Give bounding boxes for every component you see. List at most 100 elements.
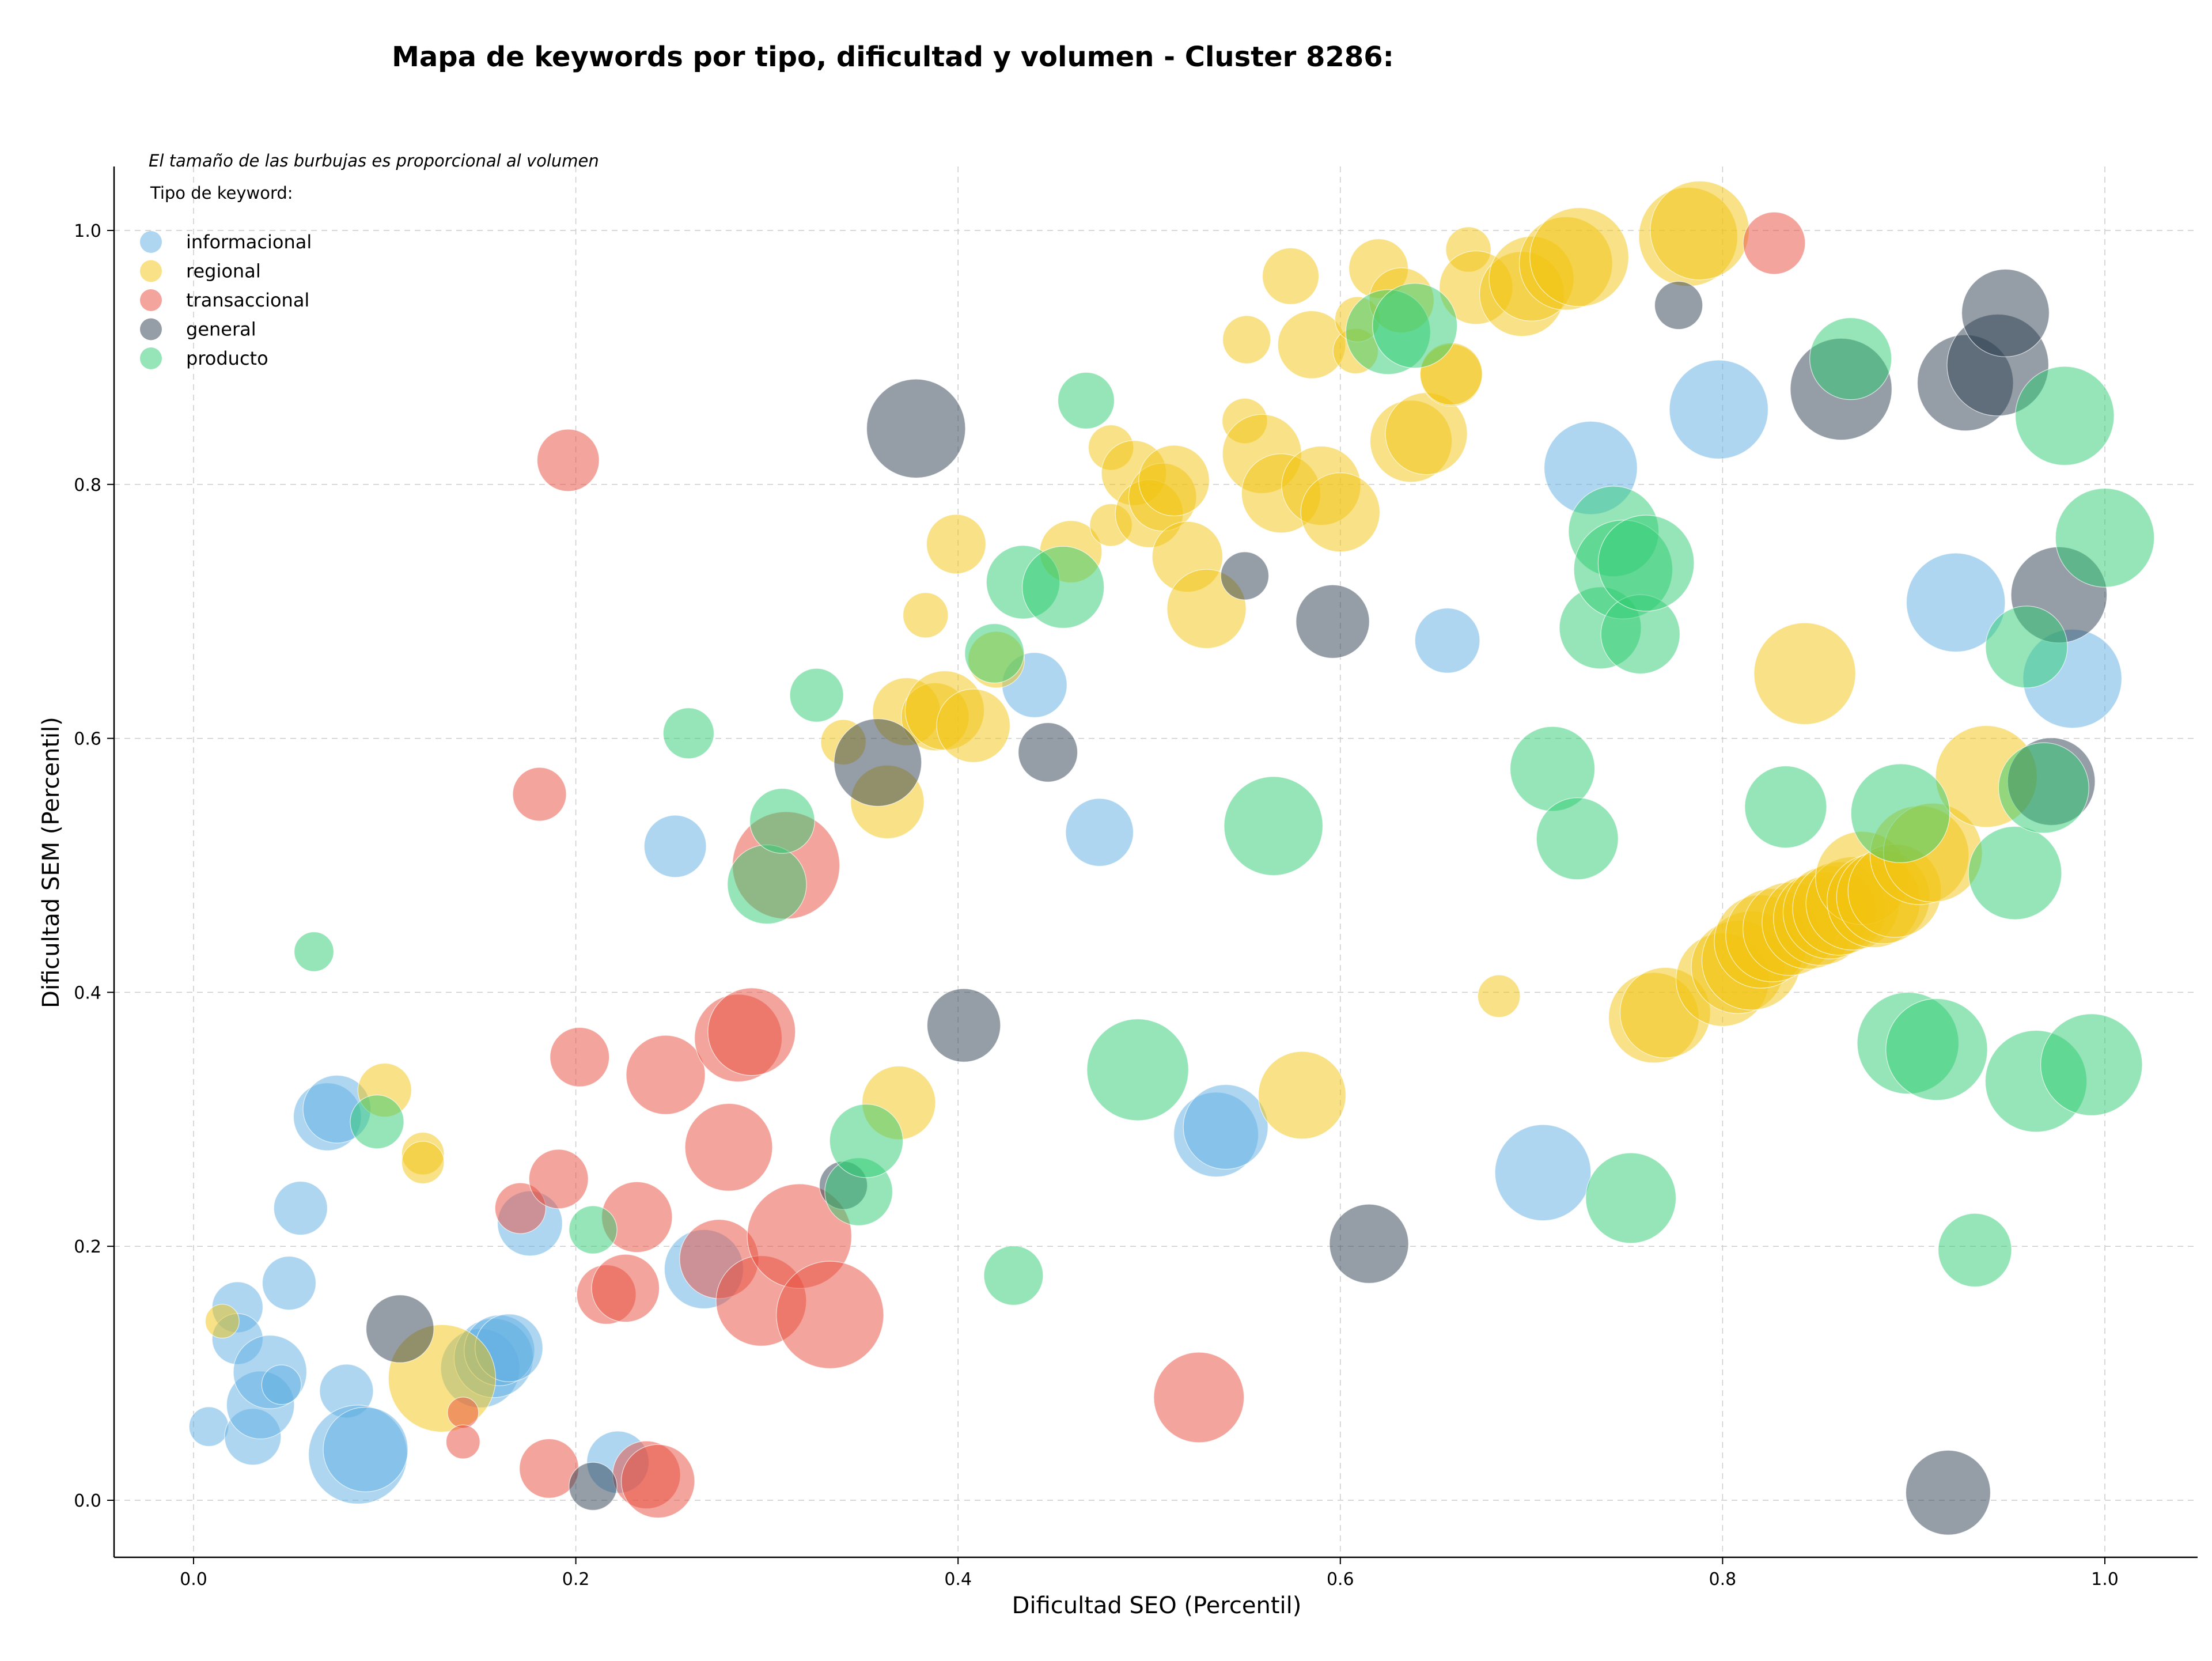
bubble-regional	[902, 592, 949, 638]
legend-marker	[140, 289, 162, 311]
bubble-producto	[1224, 776, 1324, 876]
x-tick-label: 0.0	[180, 1569, 207, 1590]
x-axis-ticks: 0.0 0.2 0.4 0.6 0.8 1.0	[180, 1557, 2119, 1590]
legend-item-transaccional: transaccional	[140, 289, 309, 311]
bubble-transaccional	[1743, 211, 1806, 275]
bubble-regional	[926, 514, 986, 574]
x-tick-label: 0.2	[562, 1569, 590, 1590]
y-axis-ticks: 0.0 0.2 0.4 0.6 0.8 1.0	[74, 221, 114, 1511]
bubble-producto	[1968, 826, 2062, 920]
bubble-regional	[1138, 445, 1210, 517]
bubble-producto	[1998, 742, 2089, 834]
bubble-informacional	[1494, 1124, 1592, 1221]
y-tick-label: 0.4	[74, 983, 101, 1003]
bubble-producto	[2014, 366, 2115, 466]
bubble-transaccional	[512, 767, 567, 822]
bubble-transaccional	[447, 1397, 479, 1429]
x-tick-label: 0.6	[1327, 1569, 1354, 1590]
bubble-producto	[2055, 488, 2155, 588]
bubble-regional	[1477, 974, 1521, 1018]
bubble-producto	[1585, 1152, 1677, 1244]
bubble-regional	[1753, 622, 1856, 725]
bubble-producto	[1086, 1019, 1189, 1121]
bubble-transaccional	[620, 1444, 695, 1519]
bubble-general	[834, 718, 922, 807]
bubble-informacional	[261, 1364, 302, 1405]
bubble-producto	[1809, 317, 1892, 400]
legend-item-general: general	[140, 318, 256, 340]
bubble-general	[1329, 1204, 1409, 1284]
bubble-producto	[1985, 606, 2068, 688]
bubble-transaccional	[776, 1261, 884, 1369]
bubble-informacional	[1906, 553, 2006, 653]
bubble-transaccional	[494, 1182, 547, 1234]
bubble-regional	[204, 1304, 240, 1339]
x-tick-label: 0.4	[944, 1569, 972, 1590]
legend-marker	[140, 231, 162, 253]
bubble-producto	[350, 1095, 404, 1149]
bubble-transaccional	[1153, 1352, 1245, 1443]
bubble-informacional	[262, 1255, 317, 1311]
bubble-general	[926, 988, 1001, 1063]
legend: informacional regional transaccional genera…	[140, 231, 312, 369]
bubble-producto	[789, 668, 844, 722]
x-axis-label: Dificultad SEO (Percentil)	[1012, 1592, 1302, 1619]
bubble-transaccional	[528, 1149, 589, 1209]
legend-label: informacional	[186, 231, 312, 253]
bubble-producto	[727, 844, 807, 925]
bubble-general	[365, 1295, 434, 1363]
bubble-informacional	[188, 1406, 229, 1447]
bubble-transaccional	[550, 1027, 610, 1087]
bubble-producto	[829, 1103, 904, 1178]
bubble-regional	[1257, 1051, 1346, 1140]
bubble-general	[866, 379, 966, 479]
y-tick-label: 0.0	[74, 1491, 101, 1511]
bubble-informacional	[1065, 798, 1134, 867]
bubble-layer	[188, 180, 2155, 1535]
y-axis-label: Dificultad SEM (Percentil)	[38, 717, 65, 1008]
bubble-regional	[936, 688, 1011, 763]
bubble-transaccional	[445, 1424, 480, 1459]
bubble-general	[1220, 551, 1270, 600]
legend-marker	[140, 260, 162, 282]
y-tick-label: 0.6	[74, 729, 101, 750]
y-tick-label: 0.2	[74, 1237, 101, 1257]
bubble-regional	[401, 1141, 445, 1185]
bubble-informacional	[1669, 360, 1769, 460]
bubble-regional	[1529, 207, 1629, 307]
x-tick-label: 0.8	[1709, 1569, 1737, 1590]
volume-note: El tamaño de las burbujas es proporciona…	[149, 151, 599, 171]
bubble-transaccional	[707, 987, 796, 1076]
bubble-general	[1018, 722, 1078, 782]
bubble-producto	[1885, 998, 1988, 1101]
bubble-transaccional	[591, 1254, 660, 1323]
y-tick-label: 1.0	[74, 221, 101, 241]
y-tick-label: 0.8	[74, 475, 101, 495]
legend-item-regional: regional	[140, 260, 261, 282]
bubble-producto	[1022, 546, 1105, 629]
bubble-producto	[1850, 763, 1950, 863]
bubble-producto	[569, 1205, 618, 1254]
bubble-producto	[1597, 514, 1695, 612]
bubble-regional	[1222, 315, 1271, 364]
bubble-general	[1654, 281, 1703, 330]
bubble-informacional	[643, 815, 707, 878]
bubble-general	[569, 1462, 618, 1511]
bubble-informacional	[323, 1406, 408, 1492]
bubble-producto	[1536, 797, 1619, 880]
bubble-producto	[294, 931, 334, 972]
legend-marker	[140, 347, 162, 369]
bubble-transaccional	[536, 429, 600, 492]
bubble-producto	[662, 707, 715, 759]
legend-label: regional	[186, 260, 261, 282]
legend-marker	[140, 318, 162, 340]
legend-item-informacional: informacional	[140, 231, 312, 253]
legend-item-producto: producto	[140, 347, 268, 369]
bubble-producto	[964, 623, 1025, 683]
bubble-transaccional	[626, 1035, 706, 1115]
legend-label: producto	[186, 347, 268, 369]
bubble-producto	[983, 1245, 1044, 1306]
series-transaccional	[445, 211, 1806, 1519]
bubble-informacional	[1414, 607, 1480, 674]
